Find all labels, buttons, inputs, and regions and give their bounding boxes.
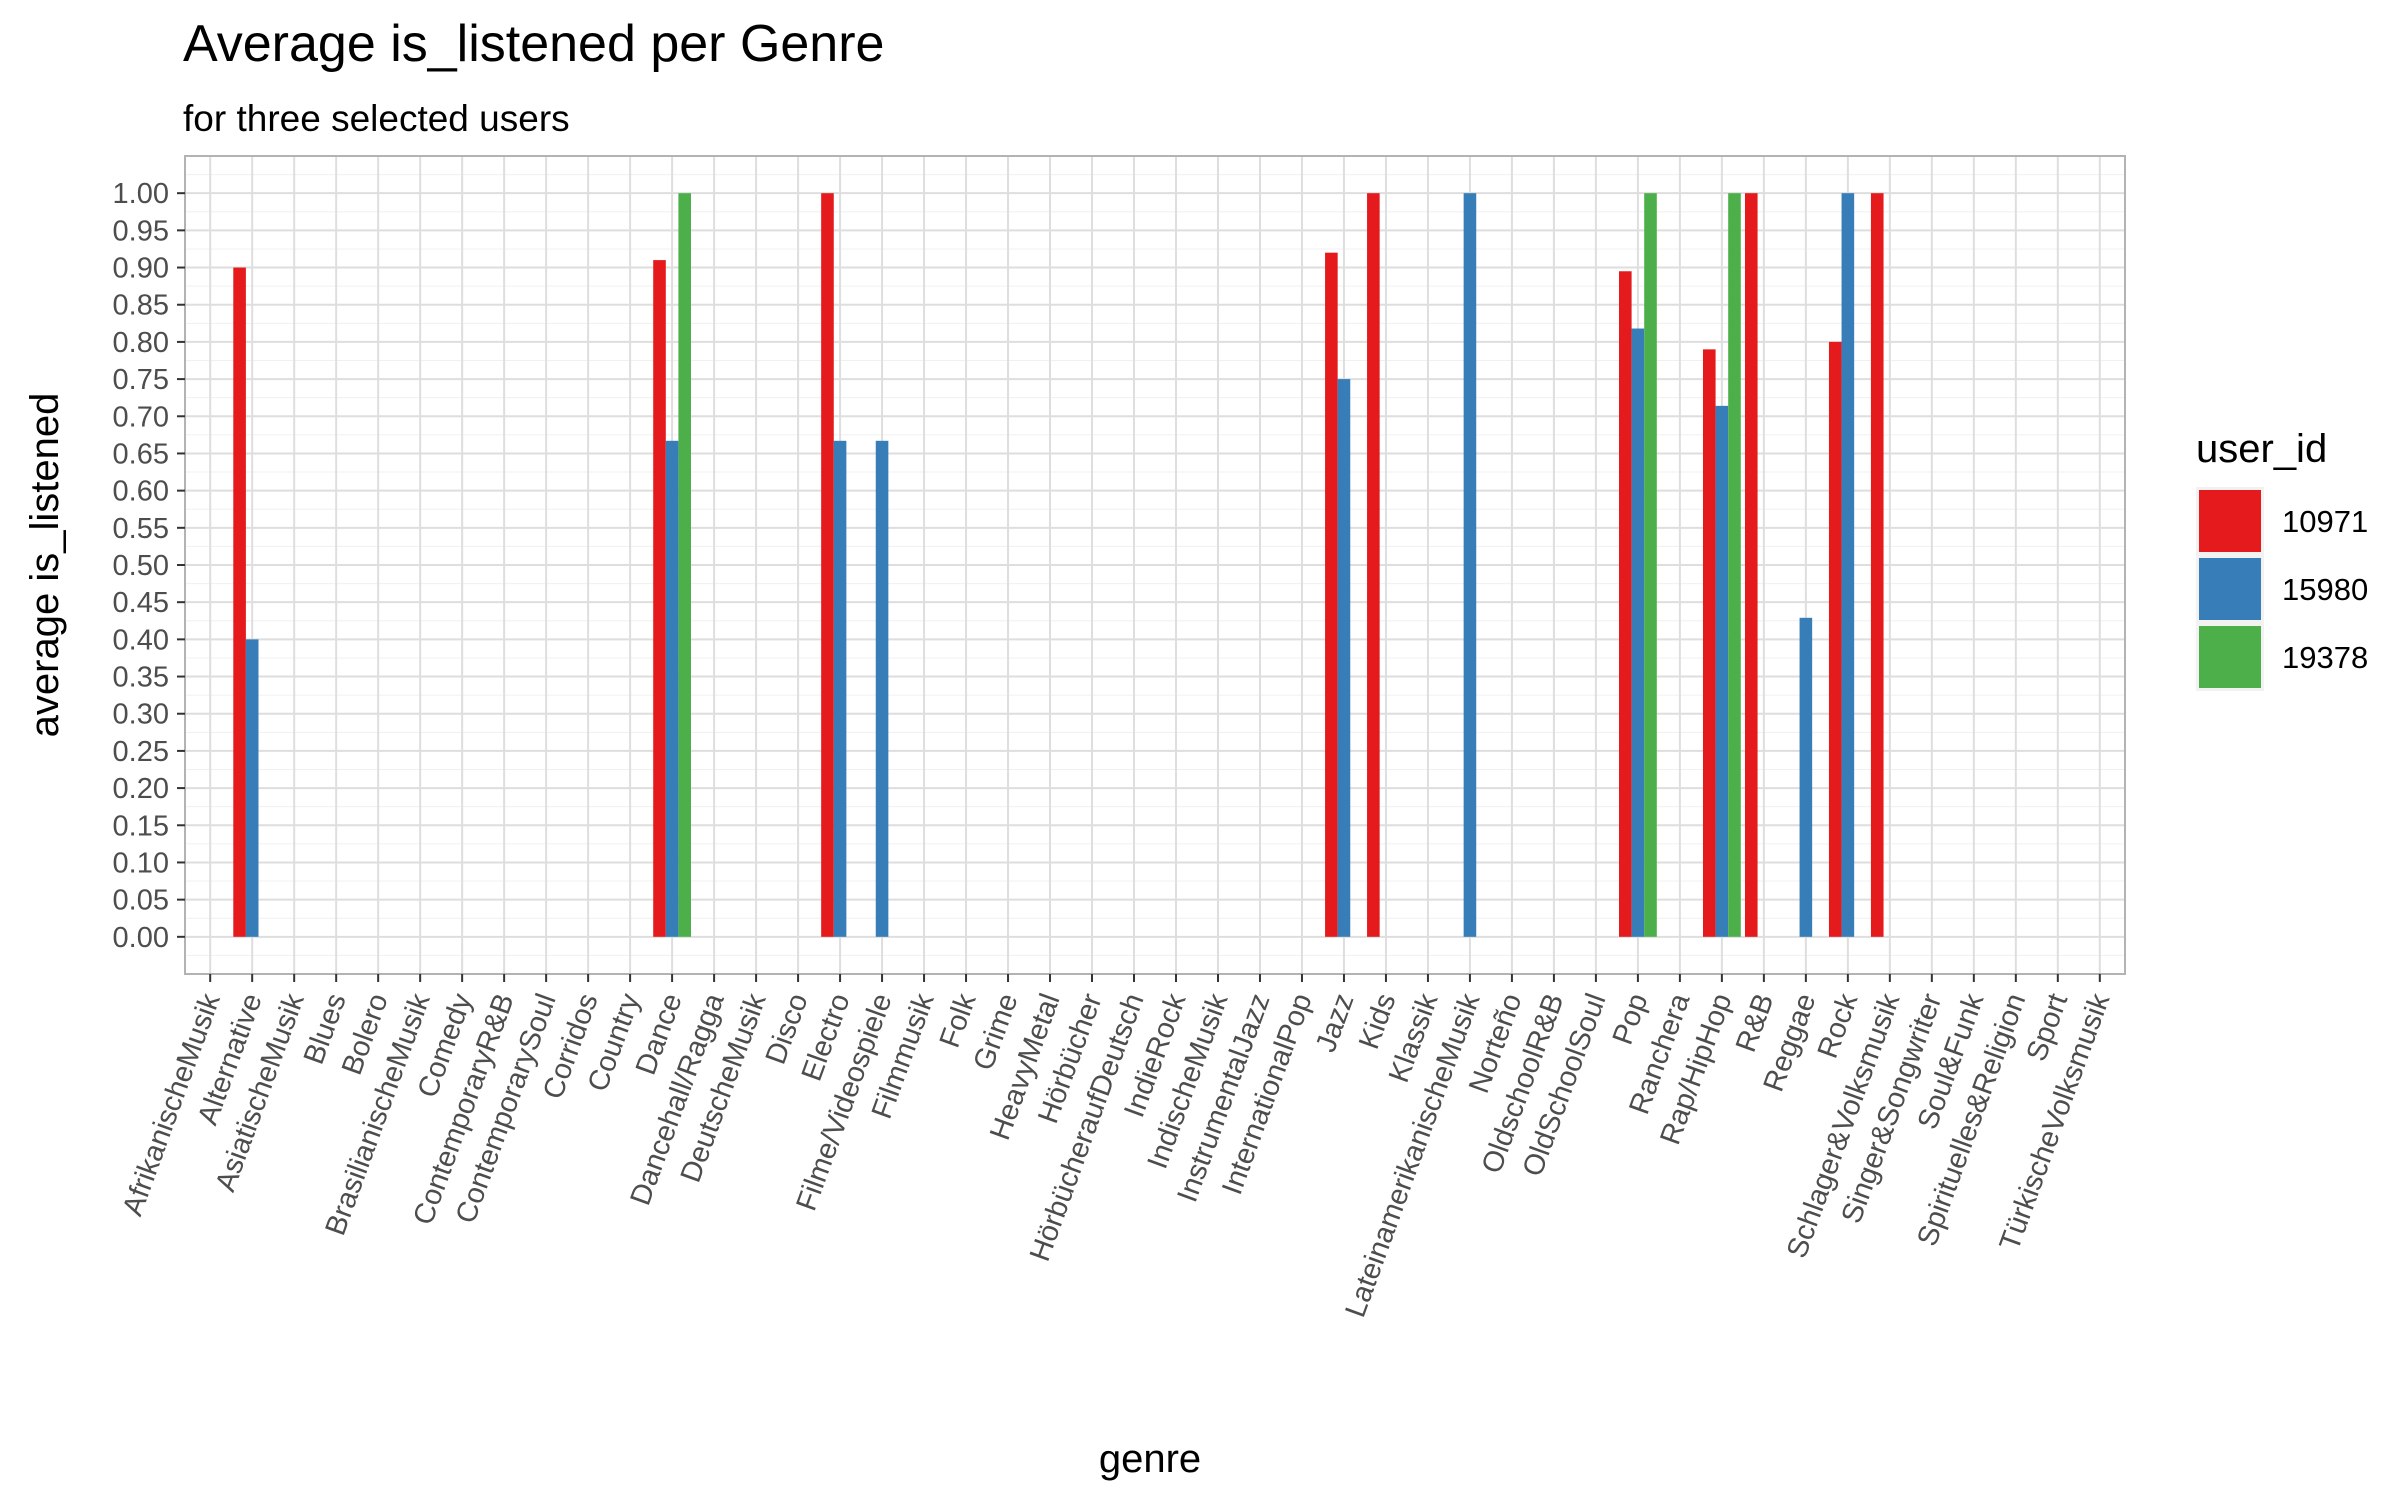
x-axis-title: genre bbox=[1099, 1437, 1201, 1481]
legend-swatch bbox=[2199, 490, 2261, 552]
y-tick-label: 0.00 bbox=[113, 922, 169, 954]
legend-label: 19378 bbox=[2282, 640, 2368, 675]
y-tick-label: 0.70 bbox=[113, 401, 169, 433]
y-axis: 0.00 0.05 0.10 0.15 0.20 0.25 0.30 0.35 0.40 0.45… bbox=[113, 178, 185, 954]
bar bbox=[678, 193, 691, 937]
y-axis-title: average is_listened bbox=[23, 393, 67, 738]
y-tick-label: 0.20 bbox=[113, 773, 169, 805]
bar bbox=[1828, 341, 1842, 937]
y-tick-label: 0.95 bbox=[113, 215, 169, 247]
bar bbox=[821, 193, 834, 937]
x-tick-label: Jazz bbox=[1310, 989, 1360, 1056]
legend: user_id 10971 15980 19378 bbox=[2196, 427, 2368, 691]
bar bbox=[1337, 379, 1351, 937]
legend-title: user_id bbox=[2196, 427, 2327, 471]
chart-title: Average is_listened per Genre bbox=[183, 15, 885, 73]
x-axis: AfrikanischeMusikAlternativeAsiatischeMu… bbox=[117, 974, 2117, 1322]
y-tick-label: 0.80 bbox=[113, 327, 169, 359]
y-tick-label: 0.45 bbox=[113, 587, 169, 619]
y-tick-label: 0.25 bbox=[113, 736, 169, 768]
y-tick-label: 0.05 bbox=[113, 885, 169, 917]
bar bbox=[1631, 328, 1645, 937]
bar bbox=[245, 639, 259, 937]
legend-label: 10971 bbox=[2282, 504, 2368, 539]
legend-swatch bbox=[2199, 626, 2261, 688]
bar bbox=[233, 267, 246, 937]
legend-label: 15980 bbox=[2282, 572, 2368, 607]
y-tick-label: 0.50 bbox=[113, 550, 169, 582]
bar bbox=[1715, 405, 1729, 937]
y-tick-label: 0.90 bbox=[113, 253, 169, 285]
bar bbox=[665, 440, 679, 937]
y-tick-label: 0.10 bbox=[113, 847, 169, 879]
y-tick-label: 0.30 bbox=[113, 699, 169, 731]
y-tick-label: 0.35 bbox=[113, 662, 169, 694]
y-tick-label: 0.40 bbox=[113, 624, 169, 656]
y-tick-label: 0.60 bbox=[113, 476, 169, 508]
bar bbox=[653, 260, 666, 937]
bar bbox=[1702, 349, 1716, 937]
bar bbox=[875, 440, 889, 937]
bar bbox=[1744, 193, 1758, 937]
bars bbox=[233, 193, 1884, 937]
bar bbox=[1619, 271, 1632, 937]
bar bbox=[1728, 193, 1741, 937]
legend-swatch bbox=[2199, 558, 2261, 620]
y-tick-label: 0.75 bbox=[113, 364, 169, 396]
bar bbox=[1870, 193, 1884, 937]
y-tick-label: 0.85 bbox=[113, 290, 169, 322]
bar bbox=[1644, 193, 1657, 937]
bar bbox=[1325, 252, 1338, 937]
y-tick-label: 0.15 bbox=[113, 810, 169, 842]
bar bbox=[1841, 193, 1855, 937]
bar bbox=[833, 440, 847, 937]
y-tick-label: 0.55 bbox=[113, 513, 169, 545]
y-tick-label: 0.65 bbox=[113, 438, 169, 470]
chart-subtitle: for three selected users bbox=[183, 98, 570, 139]
bar bbox=[1799, 617, 1813, 937]
bar bbox=[1367, 193, 1380, 937]
bar bbox=[1463, 193, 1477, 937]
y-tick-label: 1.00 bbox=[113, 178, 169, 210]
